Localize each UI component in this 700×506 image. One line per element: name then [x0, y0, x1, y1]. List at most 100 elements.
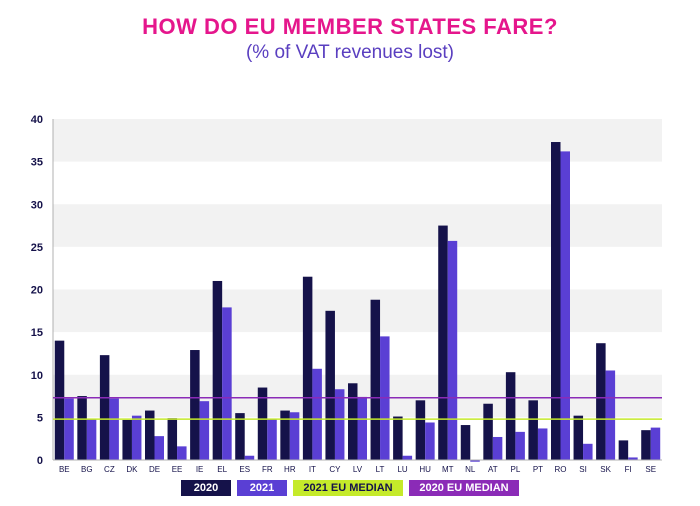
x-tick-label: CZ: [104, 465, 115, 474]
legend-item-2020: 2020: [181, 480, 231, 496]
bar-2021-DK: [131, 415, 142, 460]
x-tick-label: HU: [419, 465, 431, 474]
bar-2021-LU: [402, 455, 413, 460]
bar-2020-HR: [280, 410, 290, 460]
bar-2020-IE: [190, 350, 200, 460]
x-tick-label: PL: [510, 465, 520, 474]
bar-2021-DE: [154, 436, 164, 460]
bar-2020-DE: [145, 410, 155, 460]
x-tick-label: SK: [600, 465, 611, 474]
chart-subtitle: (% of VAT revenues lost): [245, 42, 455, 63]
x-tick-label: MT: [442, 465, 454, 474]
x-tick-label: LT: [376, 465, 385, 474]
x-tick-label: SI: [579, 465, 587, 474]
bar-2020-FR: [257, 387, 268, 460]
bar-2020-RO: [551, 142, 561, 460]
y-tick-label: 20: [31, 285, 43, 297]
grid-band: [53, 119, 662, 162]
bar-2020-CZ: [99, 355, 110, 460]
y-tick-label: 30: [31, 199, 43, 211]
y-tick-label: 5: [37, 412, 43, 424]
bar-chart: 0 5 10 15 20 25 30 35 40 BE BG CZ DK DE EE IE EL ES FR HR I…: [31, 114, 662, 474]
x-axis: BE BG CZ DK DE EE IE EL ES FR HR IT CY LV LT LU HU MT NL AT…: [53, 459, 662, 474]
legend-item-median-2021: 2021 EU MEDIAN: [293, 480, 403, 496]
bar-2021-NL: [470, 460, 480, 462]
median-lines: [53, 397, 662, 420]
bar-2021-FI: [628, 457, 638, 460]
bar-2020-EE: [167, 418, 178, 460]
x-tick-label: DK: [126, 465, 138, 474]
bar-2020-DK: [122, 419, 132, 460]
grid-band: [53, 204, 662, 247]
bar-2020-PL: [505, 372, 516, 460]
bar-2021-EL: [222, 307, 232, 460]
bar-2021-PT: [537, 428, 548, 460]
grid-bands: [53, 119, 662, 418]
bar-2021-FR: [267, 419, 277, 460]
x-tick-label: DE: [149, 465, 160, 474]
bar-2020-BG: [77, 396, 87, 460]
bar-2020-AT: [483, 403, 493, 460]
bar-2020-LU: [393, 416, 403, 460]
bar-2021-PL: [515, 431, 525, 460]
bar-2021-SE: [650, 427, 661, 460]
x-tick-label: PT: [533, 465, 543, 474]
bar-2020-HU: [415, 400, 426, 460]
bar-2021-EE: [177, 446, 187, 460]
y-tick-label: 10: [31, 370, 43, 382]
bar-2021-HU: [425, 422, 435, 460]
x-tick-label: AT: [488, 465, 498, 474]
x-tick-label: RO: [555, 465, 567, 474]
x-tick-label: HR: [284, 465, 296, 474]
x-tick-label: BG: [81, 465, 93, 474]
bar-2021-IT: [312, 368, 322, 460]
x-tick-label: EL: [217, 465, 227, 474]
x-tick-label: SE: [645, 465, 656, 474]
x-tick-label: LU: [397, 465, 407, 474]
chart-title: HOW DO EU MEMBER STATES FARE?: [142, 14, 558, 39]
bars: [54, 142, 661, 462]
legend: 2020 2021 2021 EU MEDIAN 2020 EU MEDIAN: [0, 480, 700, 496]
bar-2021-SK: [605, 370, 616, 460]
bar-2020-BE: [54, 340, 65, 460]
legend-item-median-2020: 2020 EU MEDIAN: [409, 480, 519, 496]
x-tick-label: CY: [329, 465, 341, 474]
x-tick-label: ES: [239, 465, 250, 474]
bar-2021-MT: [447, 240, 458, 460]
bar-2021-BE: [64, 398, 74, 460]
bar-2020-SE: [641, 430, 651, 460]
y-tick-label: 0: [37, 455, 43, 467]
grid-band: [53, 289, 662, 333]
y-tick-label: 35: [31, 157, 43, 169]
x-tick-label: IT: [309, 465, 316, 474]
x-tick-label: FR: [262, 465, 273, 474]
y-axis: 0 5 10 15 20 25 30 35 40: [31, 114, 54, 467]
bar-2021-HR: [289, 412, 300, 460]
x-tick-label: NL: [465, 465, 476, 474]
bar-2020-SK: [596, 343, 606, 460]
bar-2021-SI: [583, 443, 593, 460]
y-tick-label: 25: [31, 242, 43, 254]
x-tick-label: LV: [353, 465, 363, 474]
bar-2021-CY: [334, 389, 345, 460]
bar-2020-EL: [212, 280, 223, 460]
bar-2020-LT: [370, 299, 381, 460]
bar-2021-CZ: [109, 398, 119, 460]
bar-2021-IE: [199, 401, 210, 460]
bar-2020-SI: [573, 415, 584, 460]
bar-2021-ES: [244, 455, 255, 460]
bar-2021-BG: [86, 419, 97, 460]
x-tick-label: BE: [59, 465, 70, 474]
bar-2020-NL: [460, 425, 471, 460]
y-tick-label: 40: [31, 114, 43, 126]
x-tick-label: FI: [625, 465, 632, 474]
bar-2020-ES: [235, 413, 245, 460]
bar-2021-AT: [492, 436, 503, 460]
y-tick-label: 15: [31, 327, 43, 339]
bar-2020-LV: [348, 383, 358, 460]
x-tick-label: IE: [196, 465, 204, 474]
bar-2020-FI: [618, 440, 629, 460]
legend-item-2021: 2021: [237, 480, 287, 496]
bar-2021-LV: [357, 396, 367, 460]
